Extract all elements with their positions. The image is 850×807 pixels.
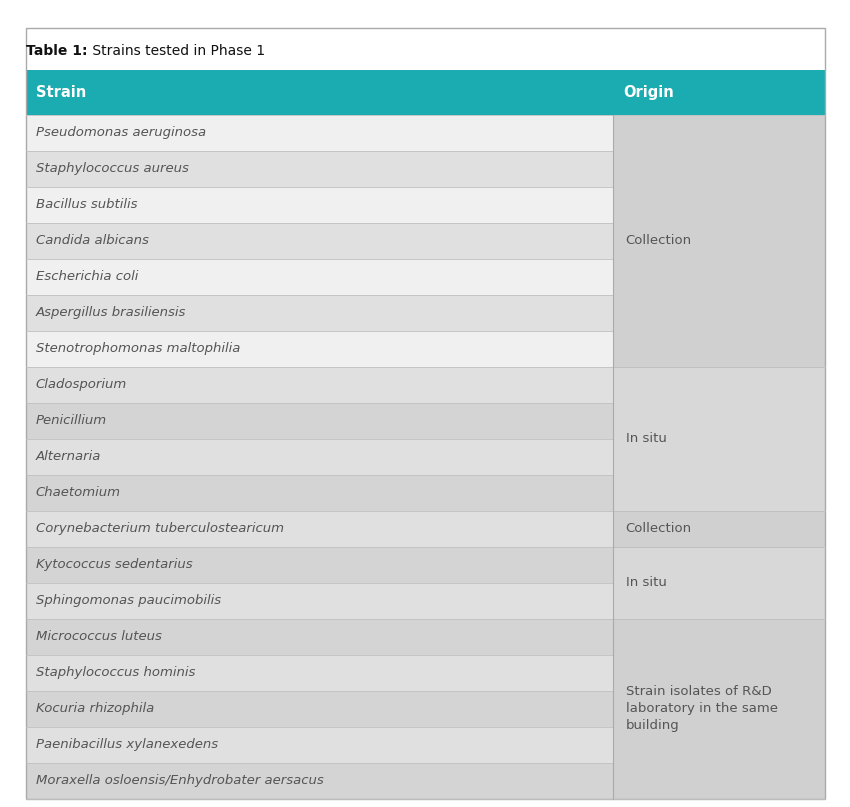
Text: Stenotrophomonas maltophilia: Stenotrophomonas maltophilia xyxy=(36,342,240,355)
Bar xyxy=(26,583,613,619)
Bar xyxy=(26,366,613,403)
Text: Kytococcus sedentarius: Kytococcus sedentarius xyxy=(36,558,192,571)
Bar xyxy=(613,511,824,547)
Bar xyxy=(26,115,613,151)
Text: Escherichia coli: Escherichia coli xyxy=(36,270,138,283)
Text: Kocuria rhizophila: Kocuria rhizophila xyxy=(36,702,154,715)
Text: Micrococcus luteus: Micrococcus luteus xyxy=(36,630,162,643)
Bar xyxy=(26,619,613,654)
Text: Strain: Strain xyxy=(36,85,86,100)
Text: Table 1:: Table 1: xyxy=(26,44,87,58)
Text: Sphingomonas paucimobilis: Sphingomonas paucimobilis xyxy=(36,594,221,608)
Text: Aspergillus brasiliensis: Aspergillus brasiliensis xyxy=(36,306,186,320)
Bar xyxy=(26,151,613,186)
Bar xyxy=(26,475,613,511)
Text: Alternaria: Alternaria xyxy=(36,450,101,463)
Text: Moraxella osloensis/Enhydrobater aersacus: Moraxella osloensis/Enhydrobater aersacu… xyxy=(36,775,324,788)
Bar xyxy=(26,727,613,763)
Text: Collection: Collection xyxy=(626,522,692,535)
Text: Staphylococcus hominis: Staphylococcus hominis xyxy=(36,667,195,679)
Bar xyxy=(613,619,824,799)
Bar xyxy=(26,70,824,115)
Bar xyxy=(26,763,613,799)
Text: In situ: In situ xyxy=(626,433,666,445)
Bar xyxy=(613,547,824,619)
Text: Pseudomonas aeruginosa: Pseudomonas aeruginosa xyxy=(36,126,206,139)
Text: Penicillium: Penicillium xyxy=(36,414,107,427)
Bar xyxy=(26,223,613,259)
Bar xyxy=(26,654,613,691)
Text: Strain isolates of R&D
laboratory in the same
building: Strain isolates of R&D laboratory in the… xyxy=(626,685,778,733)
Text: Chaetomium: Chaetomium xyxy=(36,487,121,500)
Text: Corynebacterium tuberculostearicum: Corynebacterium tuberculostearicum xyxy=(36,522,284,535)
Bar xyxy=(26,259,613,295)
Text: Staphylococcus aureus: Staphylococcus aureus xyxy=(36,162,189,175)
Bar xyxy=(26,691,613,727)
Bar xyxy=(26,331,613,366)
Bar xyxy=(26,403,613,439)
Text: Strains tested in Phase 1: Strains tested in Phase 1 xyxy=(88,44,264,58)
Bar xyxy=(613,115,824,366)
Bar xyxy=(26,439,613,475)
Text: In situ: In situ xyxy=(626,576,666,589)
Bar xyxy=(26,547,613,583)
Text: Candida albicans: Candida albicans xyxy=(36,234,149,247)
Text: Bacillus subtilis: Bacillus subtilis xyxy=(36,199,137,211)
Text: Origin: Origin xyxy=(623,85,674,100)
Bar xyxy=(26,511,613,547)
Bar xyxy=(26,295,613,331)
Bar xyxy=(613,366,824,511)
Text: Cladosporium: Cladosporium xyxy=(36,378,127,391)
Text: Collection: Collection xyxy=(626,234,692,247)
Bar xyxy=(26,186,613,223)
Text: Paenibacillus xylanexedens: Paenibacillus xylanexedens xyxy=(36,738,218,751)
